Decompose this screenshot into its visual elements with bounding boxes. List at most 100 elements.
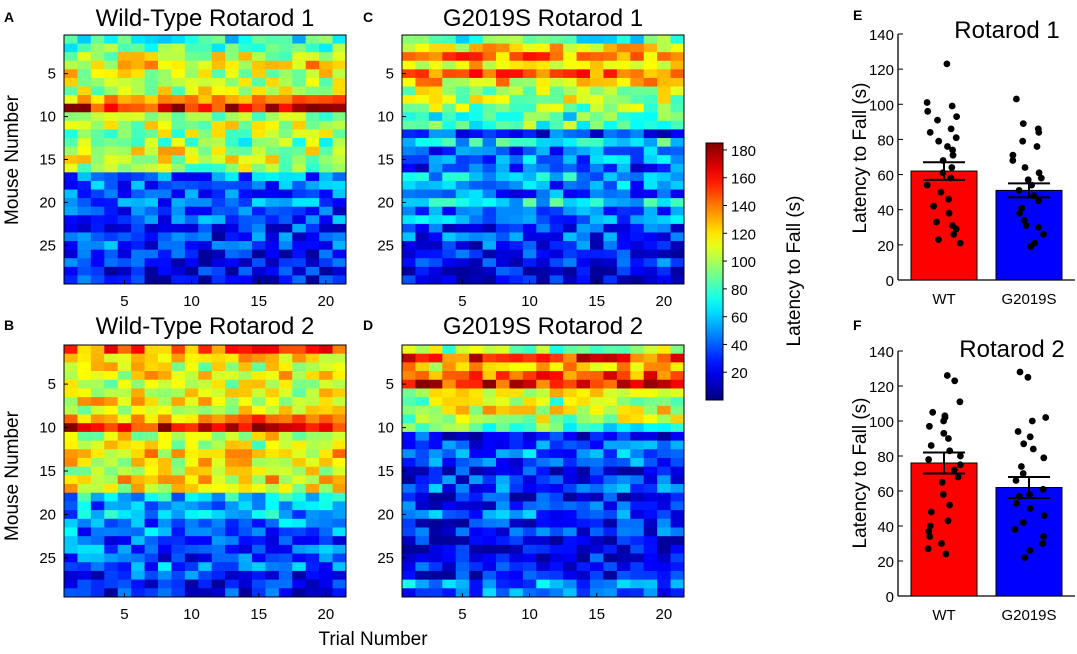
heatmap-cell <box>64 466 78 476</box>
heatmap-cell <box>496 510 510 520</box>
heatmap-cell <box>402 172 416 182</box>
heatmap-cell <box>509 146 524 156</box>
data-point <box>950 230 958 238</box>
heatmap-cell <box>603 501 618 511</box>
y-tick-label: 80 <box>877 449 894 466</box>
heatmap-cell <box>643 457 658 468</box>
heatmap-cell <box>198 518 213 528</box>
heatmap-cell <box>252 414 266 424</box>
heatmap-cell <box>184 232 199 242</box>
heatmap-cell <box>198 414 213 424</box>
heatmap-cell <box>77 95 92 105</box>
heatmap-cell <box>292 223 307 233</box>
heatmap-cell <box>415 206 430 216</box>
heatmap-cell <box>428 206 443 216</box>
heatmap-cell <box>496 388 510 398</box>
heatmap-cell <box>265 431 280 441</box>
heatmap-cell <box>171 155 186 165</box>
heatmap-cell <box>415 249 430 259</box>
heatmap-cell <box>643 362 658 372</box>
y-tick-label: 60 <box>877 484 894 501</box>
heatmap-cell <box>198 457 213 468</box>
heatmap-cell <box>509 77 524 87</box>
heatmap-cell <box>131 275 145 285</box>
heatmap-cell <box>292 353 307 363</box>
data-point <box>1026 433 1034 441</box>
heatmap-cell <box>428 544 443 554</box>
heatmap-cell <box>319 138 333 148</box>
heatmap-cell <box>509 579 524 589</box>
heatmap-cell <box>184 423 199 433</box>
heatmap-cell <box>117 103 132 113</box>
data-point <box>1040 512 1048 519</box>
heatmap-cell <box>332 77 347 87</box>
heatmap-cell <box>144 449 159 459</box>
data-point <box>924 545 932 553</box>
heatmap-cell <box>90 86 105 96</box>
heatmap-cell <box>238 120 253 130</box>
heatmap-cell <box>442 69 457 79</box>
heatmap-cell <box>131 223 145 233</box>
heatmap-cell <box>442 562 457 572</box>
y-tick-label: 25 <box>377 550 394 567</box>
heatmap-cell <box>590 414 604 424</box>
heatmap-cell <box>616 345 631 355</box>
heatmap-cell <box>482 510 497 520</box>
colorbar-gradient <box>705 142 724 401</box>
heatmap-cell <box>211 475 226 485</box>
heatmap-cell <box>670 423 685 433</box>
heatmap-cell <box>563 388 577 398</box>
heatmap-cell <box>402 379 416 389</box>
heatmap-cell <box>332 60 347 70</box>
heatmap-cell <box>616 223 631 233</box>
heatmap-cell <box>603 431 618 441</box>
heatmap-cell <box>238 266 253 276</box>
heatmap-cell <box>576 579 591 589</box>
heatmap-cell <box>442 388 457 398</box>
heatmap-cell <box>590 249 604 259</box>
heatmap-cell <box>117 536 132 546</box>
heatmap-cell <box>536 579 551 589</box>
heatmap-cell <box>104 405 119 415</box>
heatmap-cell <box>590 588 604 598</box>
heatmap-cell <box>442 405 457 415</box>
heatmap-cell <box>104 77 119 87</box>
heatmap-cell <box>428 440 443 450</box>
heatmap-cell <box>482 379 497 389</box>
heatmap-cell <box>616 518 631 528</box>
heatmap-cell <box>563 353 577 363</box>
heatmap-cell <box>536 423 551 433</box>
heatmap-cell <box>428 562 443 572</box>
heatmap-cell <box>563 553 577 563</box>
heatmap-cell <box>305 414 320 424</box>
heatmap-cell <box>158 241 172 251</box>
heatmap-cell <box>77 475 92 485</box>
heatmap-cell <box>415 163 430 173</box>
heatmap-cell <box>319 544 333 554</box>
heatmap-cell <box>319 241 333 251</box>
heatmap-cell <box>670 77 685 87</box>
heatmap-cell <box>198 362 213 372</box>
heatmap-cell <box>278 449 293 459</box>
heatmap-cell <box>657 249 671 259</box>
heatmap-cell <box>482 112 497 122</box>
heatmap-cell <box>482 172 497 182</box>
heatmap-cell <box>292 241 307 251</box>
heatmap-cell <box>657 510 671 520</box>
heatmap-cell <box>184 275 199 285</box>
heatmap-cell <box>225 414 239 424</box>
heatmap-cell <box>77 536 92 546</box>
heatmap-cell <box>576 232 591 242</box>
heatmap-cell <box>496 379 510 389</box>
heatmap-cell <box>549 544 564 554</box>
heatmap-cell <box>198 449 213 459</box>
heatmap-cell <box>305 353 320 363</box>
heatmap-cell <box>576 544 591 554</box>
heatmap-cell <box>590 86 604 96</box>
heatmap-cell <box>522 440 537 450</box>
x-tick-label: 15 <box>250 293 267 310</box>
heatmap-cell <box>252 223 266 233</box>
heatmap-cell <box>563 189 577 199</box>
heatmap-cell <box>171 258 186 268</box>
panel-label-f: F <box>853 317 862 333</box>
